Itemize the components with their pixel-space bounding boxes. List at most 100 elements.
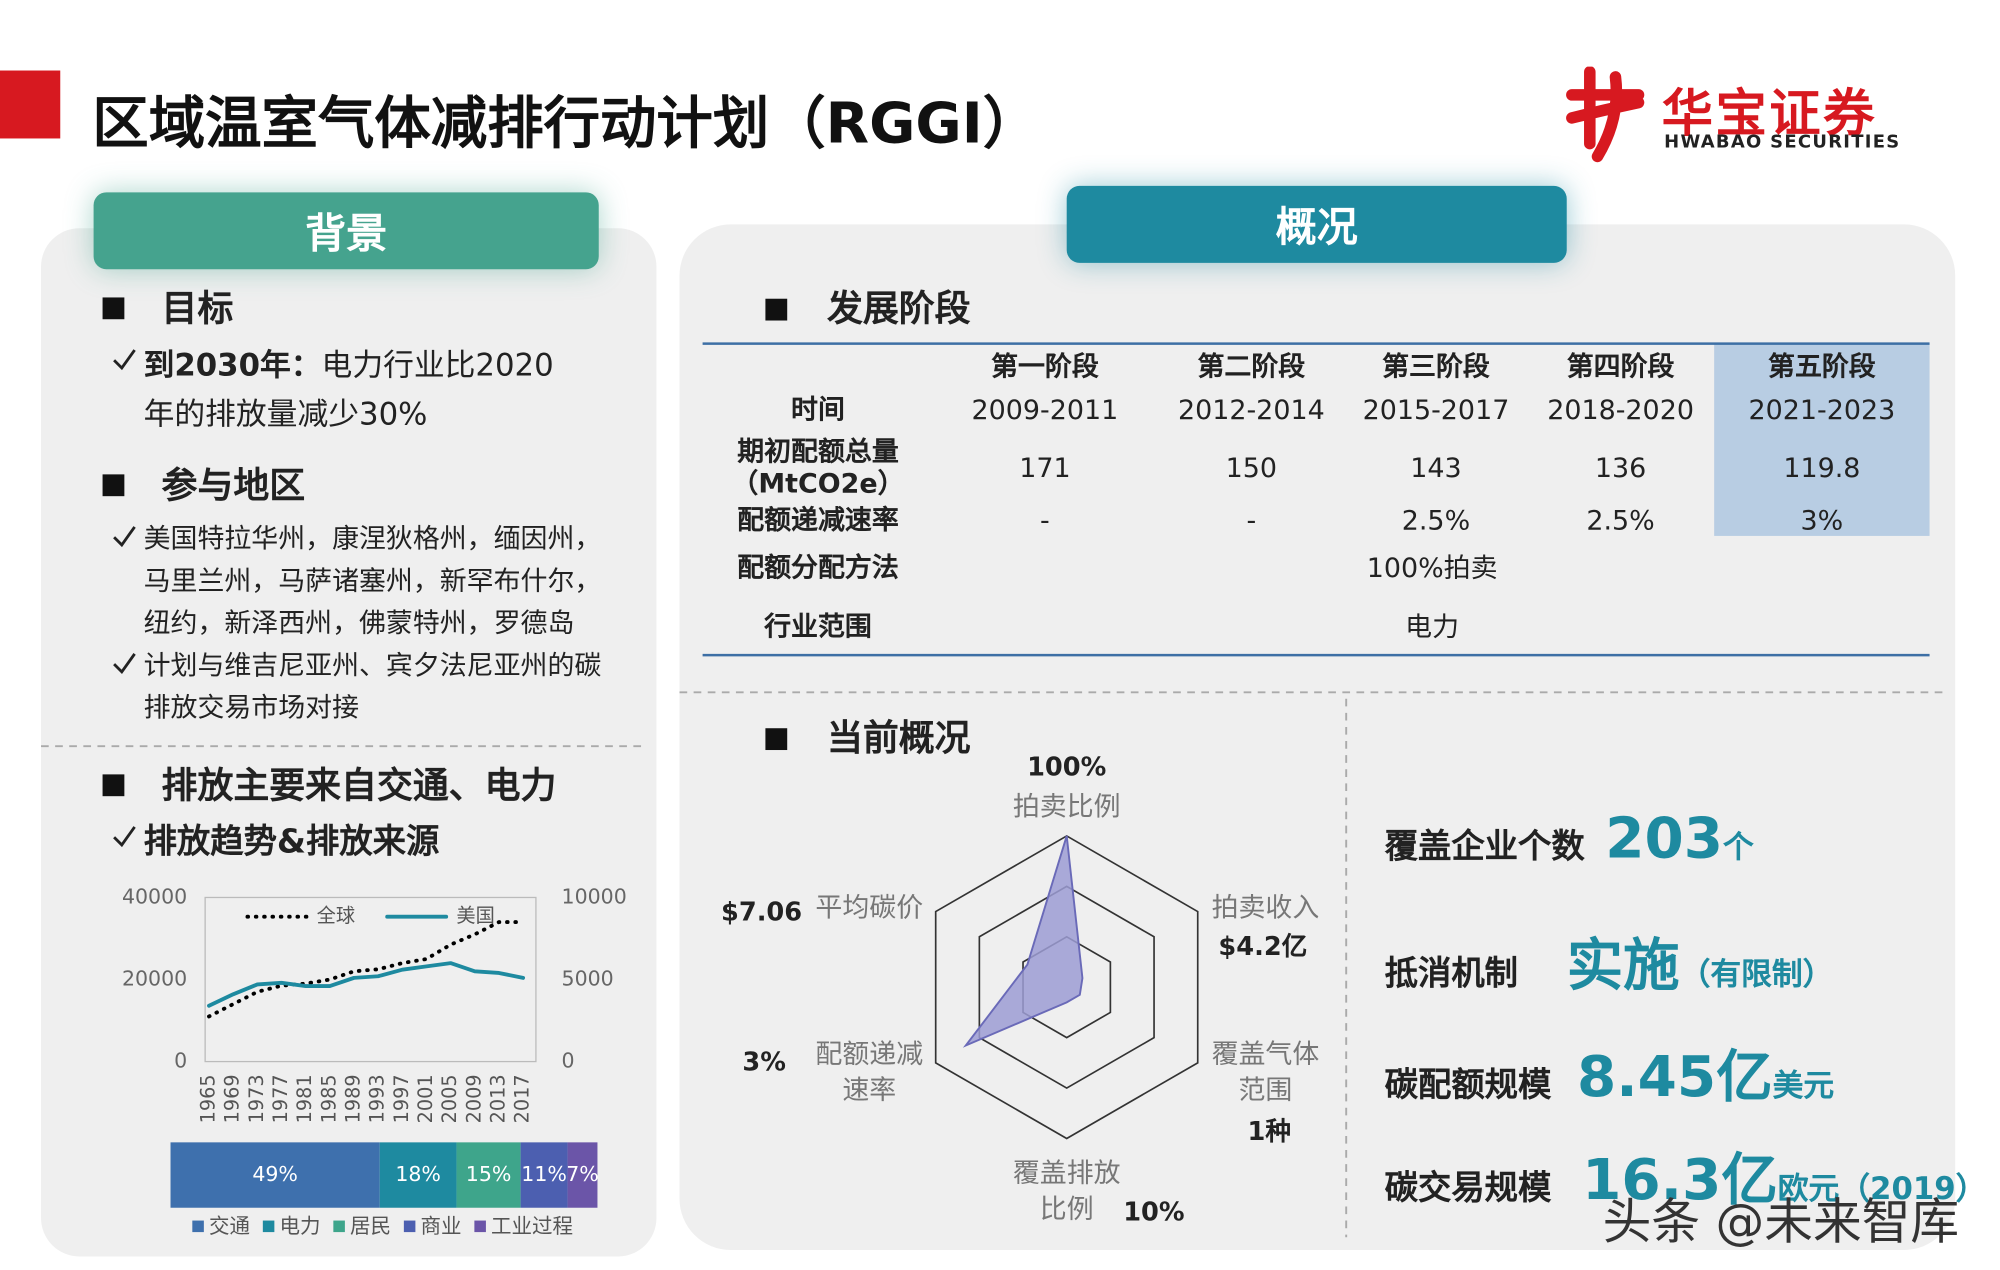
stat-unit: 美元 <box>1772 1067 1835 1104</box>
x-tick-label: 1973 <box>245 1074 268 1123</box>
radar-axis-name: 拍卖比例 <box>1012 791 1121 822</box>
x-tick-label: 2017 <box>511 1074 534 1123</box>
table-cell: 配额递减速率 <box>737 504 899 536</box>
bar-value-label: 15% <box>466 1162 512 1186</box>
radar-axis-value: 3% <box>742 1046 786 1077</box>
legend-swatch <box>333 1220 345 1233</box>
item: 计划与维吉尼亚州、宾夕法尼亚州的碳排放交易市场对接 <box>110 645 618 730</box>
bar-value-label: 7% <box>566 1162 599 1186</box>
item-list: 美国特拉华州，康涅狄格州，缅因州，马里兰州，马萨诸塞州，新罕布什尔，纽约，新泽西… <box>110 518 618 730</box>
logo-cn: 华宝证券 <box>1661 84 1877 144</box>
legend-label: 全球 <box>317 904 355 927</box>
bullet <box>102 474 125 497</box>
stat-row: 碳配额规模 8.45亿 美元 <box>1385 1031 1834 1113</box>
item-text: 到2030年：电力行业比2020年的排放量减少30% <box>144 341 574 438</box>
check-icon <box>113 526 136 548</box>
radar-area <box>962 835 1084 1048</box>
check-icon <box>113 653 136 674</box>
table-cell: 行业范围 <box>764 610 872 642</box>
stat-label: 覆盖企业个数 <box>1384 828 1585 867</box>
bullet <box>765 728 788 751</box>
legend-label: 居民 <box>350 1214 391 1238</box>
radar-axis-value: 1种 <box>1247 1115 1292 1147</box>
section-heading: 排放主要来自交通、电力 <box>161 764 557 807</box>
stat-row: 抵消机制 实施 （有限制） <box>1385 919 1834 1001</box>
stat-value: 8.45亿 <box>1577 1044 1773 1111</box>
item-text: 计划与维吉尼亚州、宾夕法尼亚州的碳排放交易市场对接 <box>144 645 618 730</box>
watermark: 头条 @未来智库 <box>1602 1193 1960 1251</box>
section-heading: 目标 <box>161 287 234 330</box>
table-cell: 第三阶段 <box>1382 351 1490 383</box>
x-tick-label: 1977 <box>269 1074 292 1123</box>
table-cell: 2009-2011 <box>971 394 1119 426</box>
bar-segment <box>567 1142 598 1208</box>
stat-row: 碳交易规模 16.3亿 欧元（2019） <box>1385 1133 1987 1215</box>
radar-grid <box>978 885 1155 1090</box>
table-cell: 第一阶段 <box>991 351 1099 383</box>
x-tick-label: 2005 <box>438 1074 461 1123</box>
item-lead: 到2030年： <box>143 347 322 384</box>
table-cell: 2021-2023 <box>1748 394 1896 426</box>
table-cell: 第五阶段 <box>1768 351 1876 383</box>
logo-mark <box>1566 66 1645 163</box>
radar-axis-value: $4.2亿 <box>1218 930 1308 962</box>
legend-swatch <box>262 1220 275 1233</box>
legend-swatch <box>474 1220 486 1233</box>
table-cell: 2.5% <box>1401 505 1471 536</box>
table-cell: 100%拍卖 <box>1366 552 1498 584</box>
table-cell: 3% <box>1800 505 1844 536</box>
stat-value: 16.3亿 <box>1582 1147 1778 1213</box>
series-line <box>207 920 526 1019</box>
y-tick-label: 20000 <box>122 967 187 991</box>
bar-value-label: 49% <box>252 1162 298 1186</box>
item: 美国特拉华州，康涅狄格州，缅因州，马里兰州，马萨诸塞州，新罕布什尔，纽约，新泽西… <box>110 518 618 645</box>
table-cell: 时间 <box>791 394 845 426</box>
section-heading: 发展阶段 <box>826 287 971 330</box>
left-tab: 背景 <box>93 192 599 270</box>
x-tick-label: 1985 <box>317 1074 340 1123</box>
table-cell: 电力 <box>1405 611 1460 643</box>
section-heading: 当前概况 <box>826 716 971 760</box>
bar-segment <box>170 1142 380 1208</box>
table-cell: 期初配额总量 （MtCO2e） <box>731 435 905 499</box>
item-body: 计划与维吉尼亚州、宾夕法尼亚州的碳排放交易市场对接 <box>143 650 602 724</box>
item-body: 美国特拉华州，康涅狄格州，缅因州，马里兰州，马萨诸塞州，新罕布什尔，纽约，新泽西… <box>143 523 602 639</box>
table-cell: 2.5% <box>1586 505 1655 536</box>
bullet <box>102 774 125 797</box>
left-panel <box>41 228 657 1257</box>
table-cell: 2018-2020 <box>1547 394 1694 426</box>
title: 区域温室气体减排行动计划（RGGI） <box>92 91 1040 157</box>
red-bar <box>0 70 61 139</box>
x-tick-label: 1981 <box>293 1074 316 1123</box>
bullet <box>765 298 788 321</box>
legend-swatch <box>403 1220 416 1233</box>
check-icon <box>113 826 136 848</box>
section-heading: 参与地区 <box>161 464 306 507</box>
table-cell: 150 <box>1225 452 1278 484</box>
table-cell: 136 <box>1594 452 1647 484</box>
stat-label: 碳交易规模 <box>1384 1169 1552 1208</box>
legend-label: 工业过程 <box>491 1214 573 1238</box>
y-tick-label: 0 <box>174 1049 187 1073</box>
right-tab: 概况 <box>1066 185 1567 263</box>
stat-unit: 个 <box>1722 829 1754 866</box>
table-cell: 2012-2014 <box>1177 394 1325 426</box>
x-tick-label: 1989 <box>341 1074 364 1123</box>
bar-segment <box>379 1142 457 1208</box>
y2-tick-label: 5000 <box>562 967 614 991</box>
x-tick-label: 1965 <box>196 1074 219 1123</box>
x-tick-label: 1997 <box>390 1074 413 1123</box>
legend-label: 商业 <box>421 1214 462 1238</box>
radar-axis-value: 100% <box>1027 751 1107 783</box>
radar-grid <box>934 834 1199 1140</box>
stat-value: 203 <box>1605 806 1723 872</box>
table-cell: - <box>1246 505 1257 536</box>
radar-axis-name: 拍卖收入 <box>1211 892 1320 924</box>
x-tick-label: 1969 <box>221 1074 244 1123</box>
y2-tick-label: 0 <box>562 1049 575 1073</box>
table-cell: 2015-2017 <box>1362 394 1510 426</box>
stat-label: 抵消机制 <box>1384 955 1519 994</box>
item-text: 排放趋势&排放来源 <box>144 818 631 867</box>
